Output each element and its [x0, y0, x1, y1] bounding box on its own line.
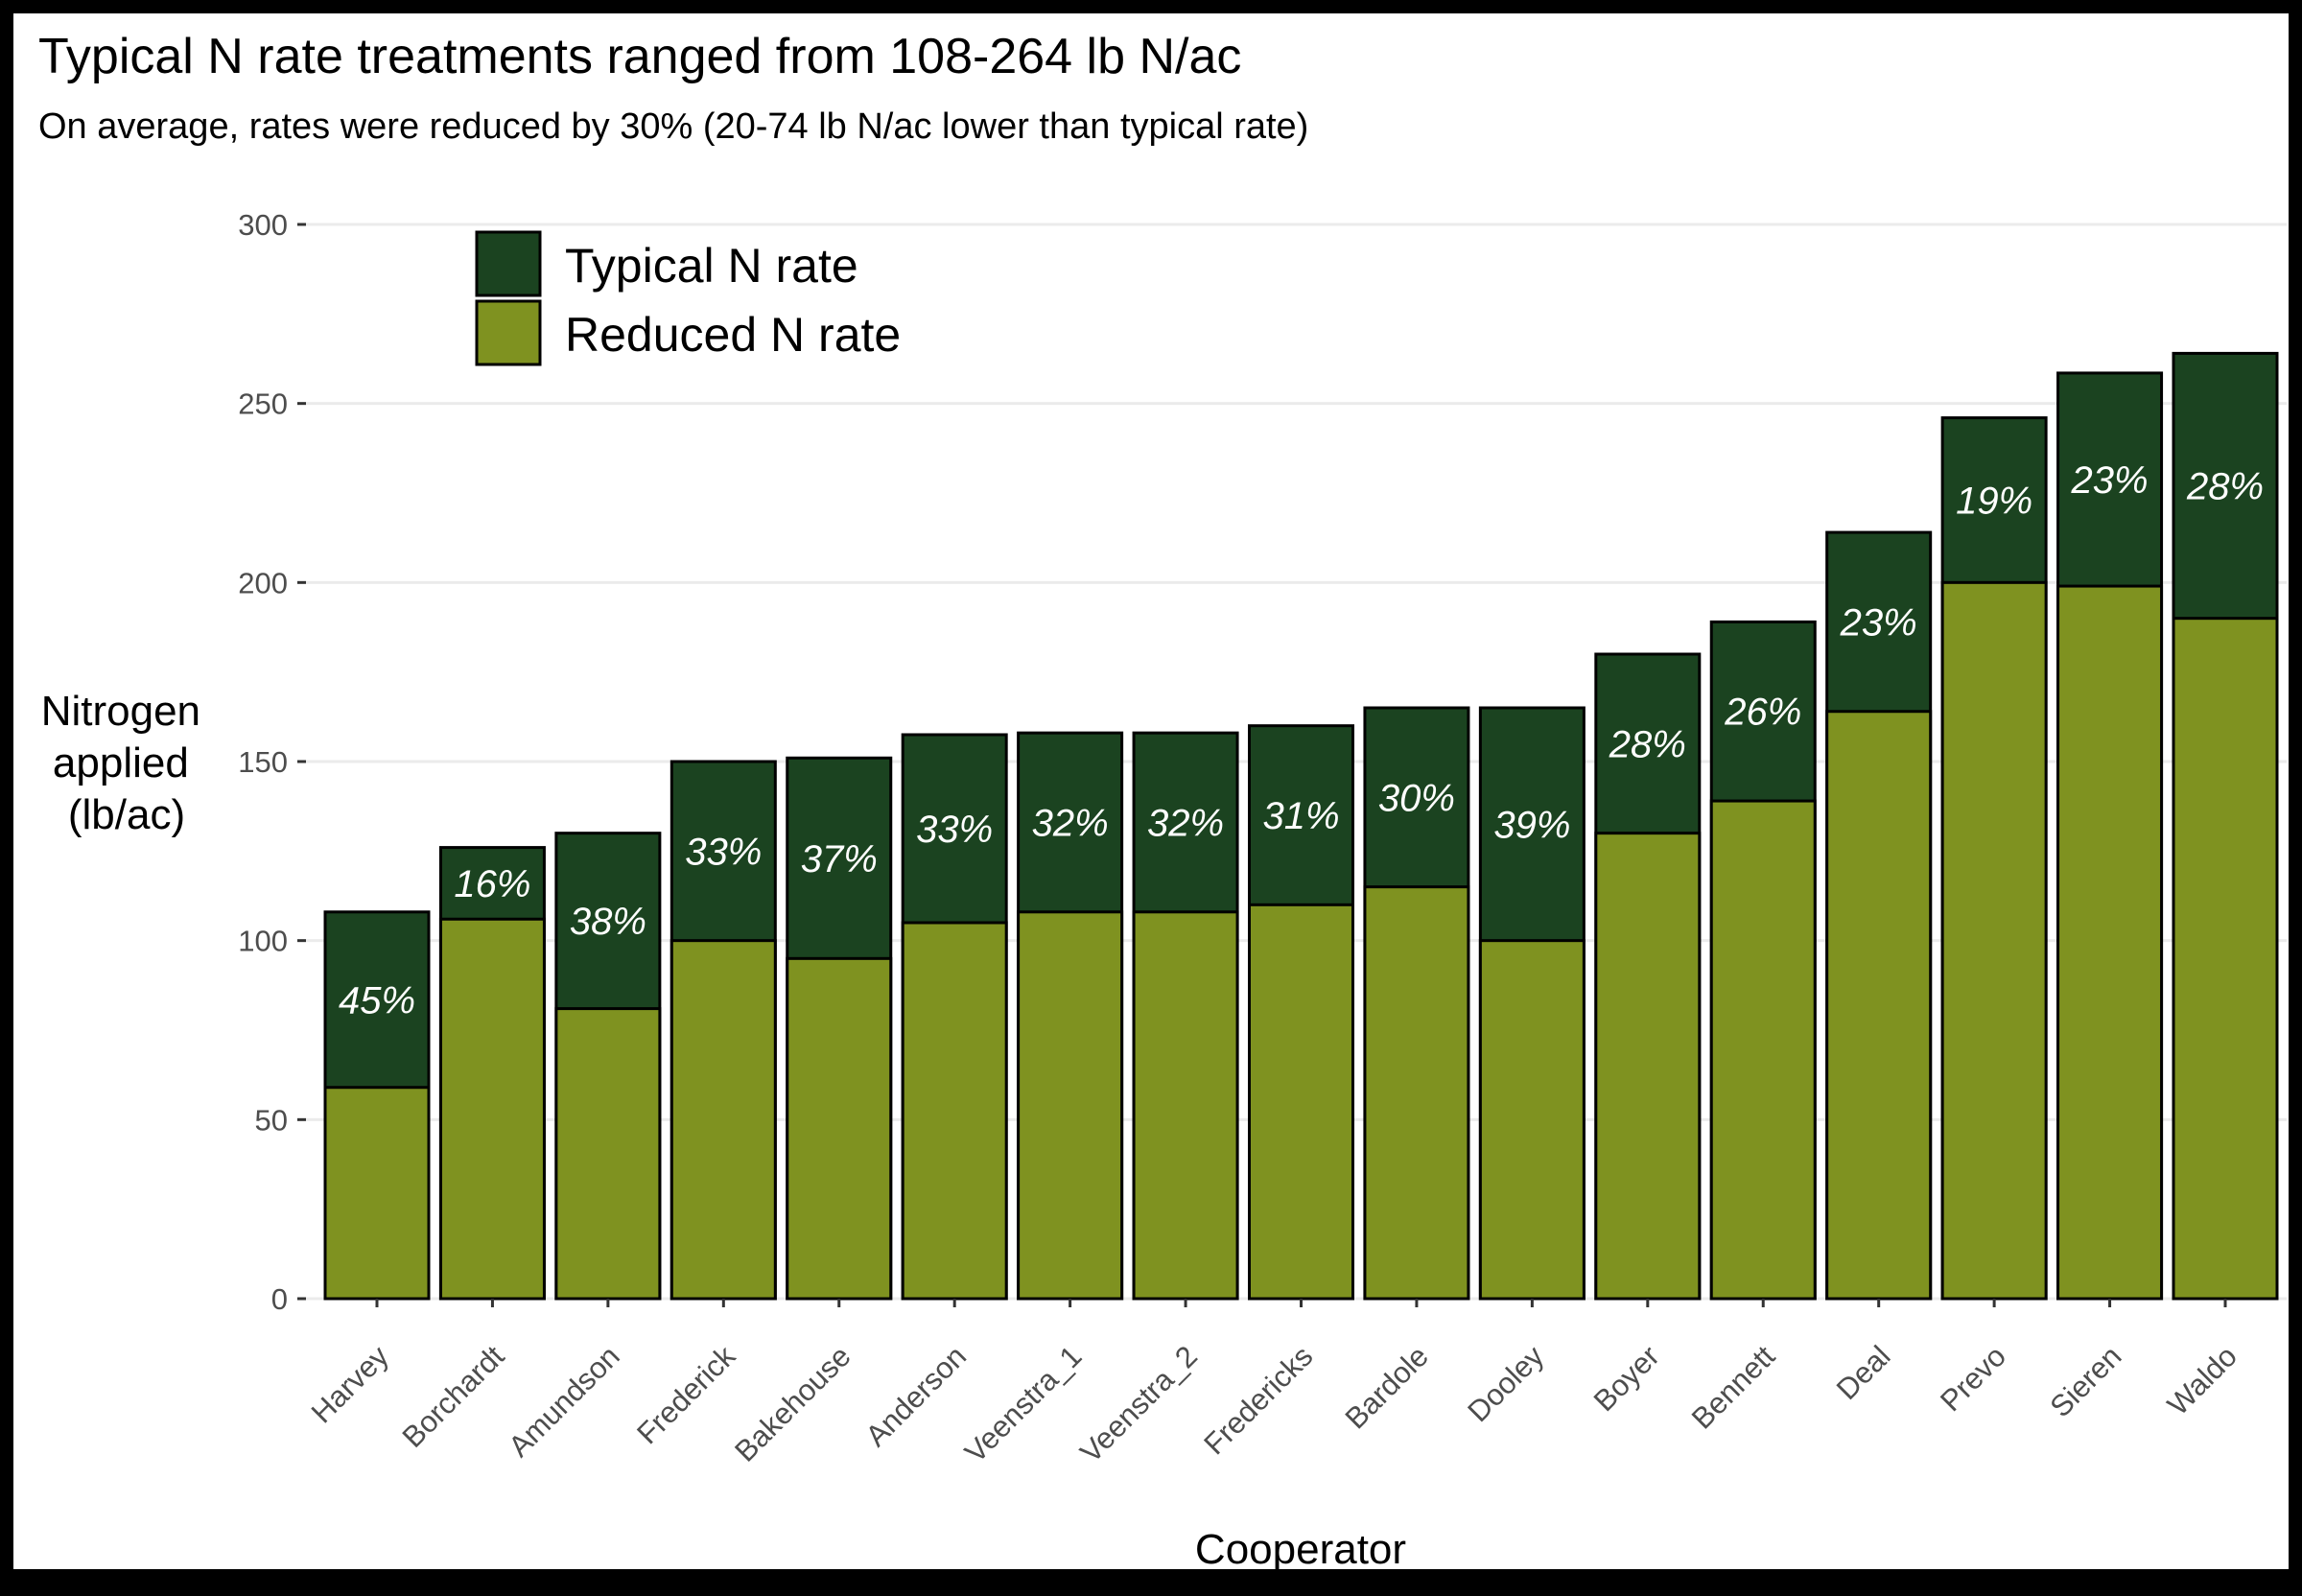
bar-labels: 45% 16% 38% 33% 37% 33% 32% 32% 31% 30% 39% 28% 26% 2…	[339, 459, 2264, 1021]
bar-label-Fredericks: 31%	[1262, 795, 1339, 837]
bar-reduced-Harvey	[323, 1086, 431, 1301]
bar-label-Bennett: 26%	[1724, 692, 1801, 734]
x-tick-label-Amundson: Amundson	[502, 1339, 626, 1464]
legend: Typical N rate Reduced N rate	[475, 230, 901, 366]
y-axis-title-line-3: (lb/ac)	[68, 791, 185, 838]
x-tick-label-Bardole: Bardole	[1339, 1339, 1435, 1435]
x-tick-label-Sieren: Sieren	[2043, 1339, 2127, 1423]
legend-swatch-typical	[475, 230, 542, 297]
x-tick-label-Boyer: Boyer	[1587, 1339, 1666, 1418]
bar-reduced-Waldo	[2172, 617, 2279, 1301]
bar-label-Borchardt: 16%	[454, 863, 530, 905]
x-tick-label-Harvey: Harvey	[305, 1339, 396, 1430]
bar-reduced-Bardole	[1363, 885, 1470, 1301]
bar-reduced-Boyer	[1594, 832, 1702, 1301]
bars	[323, 351, 2279, 1301]
x-tick-label-Waldo: Waldo	[2161, 1339, 2243, 1421]
x-tick-label-Dooley: Dooley	[1461, 1339, 1550, 1428]
bar-label-Veenstra_2: 32%	[1147, 802, 1224, 844]
bar-reduced-Deal	[1825, 710, 1933, 1301]
x-tick-label-Anderson: Anderson	[859, 1339, 974, 1453]
bar-reduced-Bennett	[1709, 799, 1817, 1301]
bar-label-Frederick: 33%	[685, 831, 762, 873]
bar-label-Waldo: 28%	[2186, 466, 2264, 508]
x-tick-label-Borchardt: Borchardt	[396, 1339, 511, 1454]
bar-reduced-Bakehouse	[786, 956, 893, 1301]
bar-label-Harvey: 45%	[339, 979, 415, 1021]
bar-label-Veenstra_1: 32%	[1032, 802, 1109, 844]
bar-label-Sieren: 23%	[2071, 459, 2149, 502]
y-tick-label-150: 150	[238, 745, 288, 779]
y-tick-label-300: 300	[238, 208, 288, 242]
y-tick-label-100: 100	[238, 925, 288, 958]
bar-label-Boyer: 28%	[1609, 723, 1686, 765]
bar-reduced-Veenstra_1	[1017, 910, 1124, 1301]
bar-reduced-Frederick	[669, 939, 777, 1301]
bar-reduced-Fredericks	[1248, 903, 1354, 1301]
x-tick-label-Fredericks: Fredericks	[1197, 1339, 1319, 1461]
bar-label-Dooley: 39%	[1493, 804, 1570, 846]
y-tick-label-0: 0	[271, 1282, 288, 1316]
bar-label-Prevo: 19%	[1956, 480, 2032, 522]
legend-swatch-reduced	[475, 299, 542, 366]
legend-label-reduced: Reduced N rate	[565, 308, 901, 362]
x-tick-label-Frederick: Frederick	[630, 1339, 741, 1450]
x-tick-label-Deal: Deal	[1830, 1339, 1897, 1406]
y-tick-label-200: 200	[238, 566, 288, 599]
legend-label-typical: Typical N rate	[565, 239, 858, 293]
x-tick-label-Veenstra_2: Veenstra_2	[1073, 1339, 1204, 1469]
bar-reduced-Anderson	[901, 921, 1008, 1301]
y-axis-title-line-2: applied	[53, 739, 189, 786]
x-tick-label-Prevo: Prevo	[1934, 1339, 2012, 1418]
bar-reduced-Borchardt	[438, 917, 546, 1301]
x-axis-title: Cooperator	[1195, 1526, 1406, 1573]
bar-reduced-Sieren	[2056, 584, 2164, 1301]
bar-label-Deal: 23%	[1840, 601, 1917, 644]
x-tick-label-Bakehouse: Bakehouse	[728, 1339, 857, 1467]
bar-chart: Typical N rate treatments ranged from 10…	[38, 29, 2287, 1573]
y-tick-label-250: 250	[238, 387, 288, 421]
x-tick-label-Bennett: Bennett	[1685, 1339, 1782, 1436]
bar-reduced-Prevo	[1940, 580, 2048, 1301]
bar-reduced-Veenstra_2	[1132, 910, 1239, 1301]
chart-subtitle: On average, rates were reduced by 30% (2…	[38, 106, 1308, 147]
bar-label-Bakehouse: 37%	[801, 838, 878, 880]
bar-reduced-Dooley	[1478, 939, 1586, 1301]
y-axis-title-line-1: Nitrogen	[41, 688, 200, 735]
x-tick-label-Veenstra_1: Veenstra_1	[958, 1339, 1089, 1469]
y-axis-title: Nitrogen applied (lb/ac)	[41, 688, 213, 838]
bar-label-Bardole: 30%	[1378, 777, 1455, 819]
chart-title: Typical N rate treatments ranged from 10…	[38, 29, 1241, 84]
bar-reduced-Amundson	[554, 1007, 662, 1301]
bar-label-Amundson: 38%	[570, 901, 646, 943]
y-tick-label-50: 50	[255, 1103, 288, 1137]
bar-label-Anderson: 33%	[916, 809, 993, 851]
y-axis: 0 50 100 150 200 250 300	[238, 208, 306, 1316]
